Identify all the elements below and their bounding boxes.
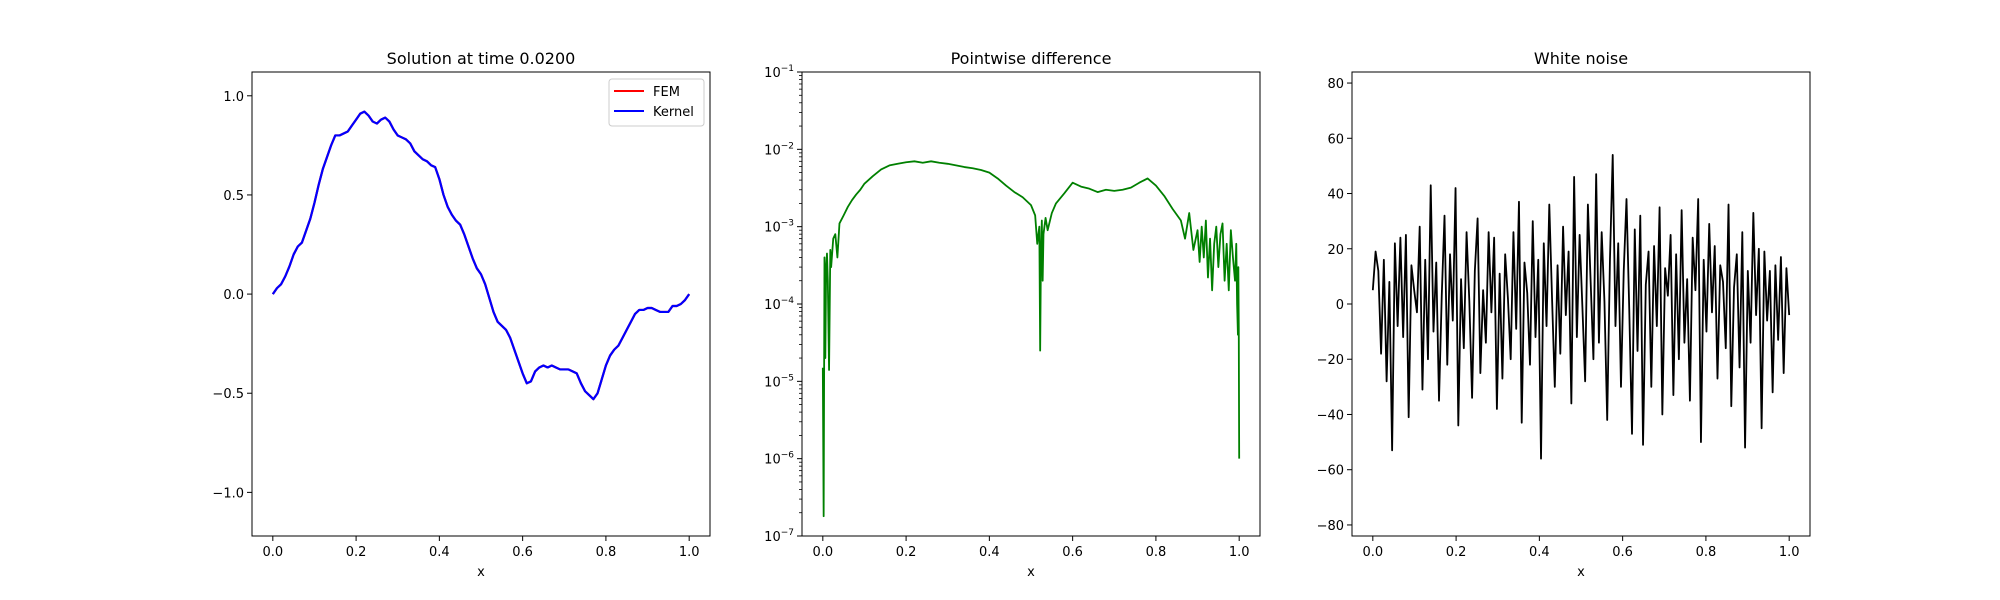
solution-x-tick-label: 0.8	[596, 545, 617, 560]
difference-x-tick-label: 0.4	[979, 545, 1000, 560]
white-noise-x-tick-label: 0.8	[1696, 545, 1717, 560]
solution-ticks: 0.0 0.2 0.4 0.6 0.8 1.0 −1.0 −0.5 0.0 0.5 1.0	[212, 90, 699, 560]
difference-plot-area	[802, 72, 1260, 536]
solution-plot-area	[252, 72, 710, 536]
solution-series	[271, 110, 691, 401]
white-noise-y-tick-label: −60	[1317, 464, 1344, 479]
white-noise-plot: 0.0 0.2 0.4 0.6 0.8 1.0−80−60−40−20020406080 …	[1317, 49, 1811, 580]
solution-x-axis-label: x	[477, 565, 485, 580]
difference-x-tick-label: 1.0	[1229, 545, 1250, 560]
white-noise-y-tick-label: −80	[1317, 519, 1344, 534]
white-noise-x-tick-label: 0.2	[1446, 545, 1467, 560]
difference-series-line	[821, 160, 1241, 518]
white-noise-y-tick-label: −20	[1317, 353, 1344, 368]
solution-x-tick-label: 0.6	[512, 545, 533, 560]
white-noise-y-tick-label: 20	[1327, 243, 1344, 258]
solution-plot: 0.0 0.2 0.4 0.6 0.8 1.0 −1.0 −0.5 0.0 0.5 1.0 Solu…	[212, 49, 711, 580]
difference-x-tick-label: 0.8	[1146, 545, 1167, 560]
solution-y-tick-label: 1.0	[223, 90, 244, 105]
solution-y-tick-label: −0.5	[212, 387, 244, 402]
solution-y-tick-label: −1.0	[212, 486, 244, 501]
white-noise-y-tick-label: 40	[1327, 188, 1344, 203]
difference-title: Pointwise difference	[951, 49, 1112, 68]
difference-plot-border	[801, 71, 1261, 537]
solution-title: Solution at time 0.0200	[387, 49, 576, 68]
white-noise-y-tick-label: 80	[1327, 77, 1344, 92]
solution-y-tick-label: 0.5	[223, 189, 244, 204]
solution-x-tick-label: 1.0	[679, 545, 700, 560]
white-noise-x-tick-label: 1.0	[1779, 545, 1800, 560]
white-noise-plot-border	[1351, 71, 1811, 537]
solution-plot-border	[251, 71, 711, 537]
white-noise-ticks: 0.0 0.2 0.4 0.6 0.8 1.0 −80 −60 −40 −20 0 20 40 60 80	[1317, 77, 1800, 560]
white-noise-x-tick-label: 0.0	[1362, 545, 1383, 560]
white-noise-y-tick-label: 60	[1327, 132, 1344, 147]
white-noise-y-tick-label: 0	[1336, 298, 1344, 313]
difference-x-tick-label: 0.2	[896, 545, 917, 560]
white-noise-x-axis-label: x	[1577, 565, 1585, 580]
white-noise-x-tick-label: 0.4	[1529, 545, 1550, 560]
solution-y-tick-label: 0.0	[223, 288, 244, 303]
white-noise-series-line	[1371, 153, 1791, 460]
white-noise-series	[1371, 153, 1791, 460]
solution-series-kernel	[271, 110, 691, 401]
difference-plot: 0.0 0.2 0.4 0.6 0.8 1.010−710−610−510−410−310…	[764, 49, 1261, 580]
white-noise-title: White noise	[1534, 49, 1628, 68]
white-noise-y-tick-label: −40	[1317, 408, 1344, 423]
solution-x-tick-label: 0.0	[262, 545, 283, 560]
difference-series	[821, 160, 1241, 518]
difference-x-tick-label: 0.0	[812, 545, 833, 560]
white-noise-x-tick-label: 0.6	[1612, 545, 1633, 560]
legend-kernel-label: Kernel	[653, 105, 694, 120]
solution-x-tick-label: 0.4	[429, 545, 450, 560]
difference-x-axis-label: x	[1027, 565, 1035, 580]
difference-x-tick-label: 0.6	[1062, 545, 1083, 560]
solution-x-tick-label: 0.2	[346, 545, 367, 560]
solution-legend: FEM Kernel	[608, 78, 705, 127]
legend-fem-label: FEM	[653, 85, 680, 100]
